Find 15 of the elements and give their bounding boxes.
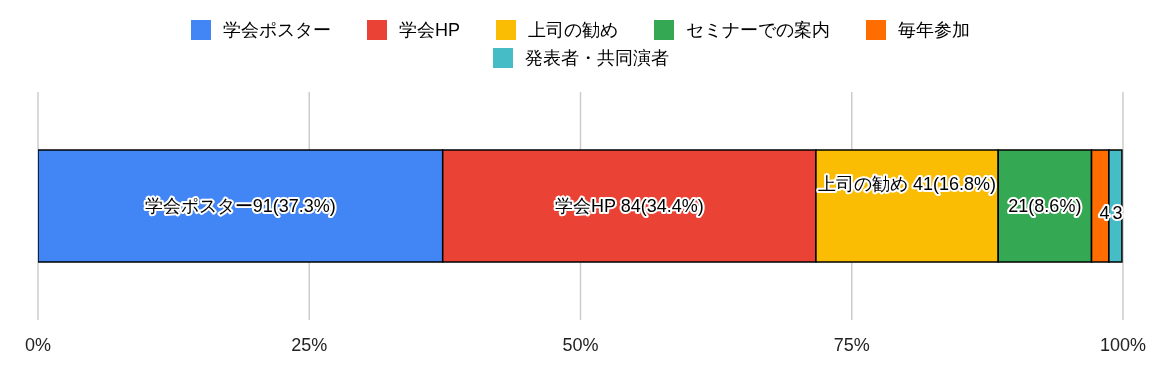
legend-label: 発表者・共同演者 (524, 47, 669, 70)
data-label: 上司の勧め 41(16.8%) (818, 174, 997, 194)
data-label: 21(8.6%) (1008, 196, 1082, 216)
legend-label: 上司の勧め (528, 19, 618, 42)
legend-label: 毎年参加 (898, 19, 970, 42)
x-tick-label: 0% (24, 334, 52, 355)
x-tick-label: 50% (562, 334, 599, 355)
legend-label: 学会ポスター (222, 19, 331, 42)
data-label: 学会ポスター91(37.3%) (144, 196, 336, 216)
data-label: 学会HP 84(34.4%) (554, 196, 704, 216)
legend-label: セミナーでの案内 (686, 19, 830, 42)
x-tick-label: 75% (833, 334, 870, 355)
x-tick-label: 100% (1099, 334, 1147, 355)
legend-label: 学会HP (398, 19, 460, 42)
x-tick-label: 25% (291, 334, 328, 355)
